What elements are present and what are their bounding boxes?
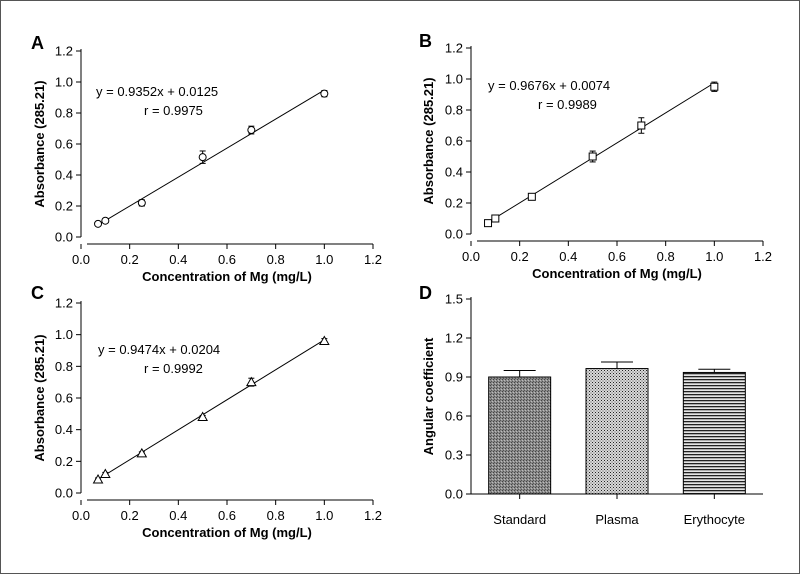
x-tick-label: 1.2 xyxy=(364,508,382,523)
x-tick-label: 0.0 xyxy=(72,508,90,523)
data-point xyxy=(94,219,103,228)
fit-equation: y = 0.9352x + 0.0125 xyxy=(96,84,218,99)
y-tick-label: 0.9 xyxy=(445,370,463,385)
data-point xyxy=(92,474,104,484)
y-tick-label: 0.6 xyxy=(445,134,463,149)
y-tick-label: 0.0 xyxy=(445,227,463,242)
category-label: Erythocyte xyxy=(684,512,745,527)
y-tick-label: 0.6 xyxy=(445,409,463,424)
y-tick-label: 0.6 xyxy=(55,137,73,152)
y-tick-label: 0.0 xyxy=(55,230,73,245)
x-tick-label: 0.4 xyxy=(559,249,577,264)
y-tick-label: 0.4 xyxy=(55,168,73,183)
y-tick-label: 0.0 xyxy=(55,486,73,501)
x-tick-label: 0.4 xyxy=(169,252,187,267)
x-tick-label: 1.0 xyxy=(315,252,333,267)
x-tick-label: 0.6 xyxy=(218,252,236,267)
y-tick-label: 0.8 xyxy=(55,106,73,121)
data-point xyxy=(318,335,330,345)
panel-a: A 0.0 0.2 0.4 0.6 0.8 1.0 1.2 Absorbance (285.21… xyxy=(31,33,382,284)
panel-letter: C xyxy=(31,283,44,303)
panel-b: B 0.0 0.2 0.4 0.6 0.8 1.0 1.2 Absorbance (285.21… xyxy=(419,31,772,281)
panel-letter: A xyxy=(31,33,44,53)
data-point xyxy=(320,89,329,98)
x-tick-label: 0.8 xyxy=(267,508,285,523)
data-point xyxy=(247,126,256,135)
x-tick-label: 0.6 xyxy=(608,249,626,264)
x-axis-title: Concentration of Mg (mg/L) xyxy=(532,266,702,281)
x-tick-label: 1.2 xyxy=(364,252,382,267)
y-tick-label: 1.5 xyxy=(445,292,463,307)
panel-d: D 0.0 0.3 0.6 0.9 1.2 1.5 Angular coefficient St… xyxy=(419,283,763,527)
y-tick-label: 0.8 xyxy=(445,103,463,118)
panel-letter: B xyxy=(419,31,432,51)
x-tick-label: 1.2 xyxy=(754,249,772,264)
data-point xyxy=(99,468,111,478)
panel-c: C 0.0 0.2 0.4 0.6 0.8 1.0 1.2 Absorbance (285.21… xyxy=(31,283,382,540)
y-tick-label: 0.4 xyxy=(445,165,463,180)
x-axis-title: Concentration of Mg (mg/L) xyxy=(142,525,312,540)
y-tick-label: 0.8 xyxy=(55,359,73,374)
x-tick-label: 0.8 xyxy=(657,249,675,264)
x-tick-label: 0.6 xyxy=(218,508,236,523)
bar xyxy=(488,376,552,495)
y-tick-label: 1.2 xyxy=(445,41,463,56)
bar xyxy=(585,368,649,495)
category-label: Plasma xyxy=(595,512,639,527)
y-axis-title: Angular coefficient xyxy=(421,337,436,455)
data-point xyxy=(637,121,646,130)
y-tick-label: 0.0 xyxy=(445,487,463,502)
x-axis-title: Concentration of Mg (mg/L) xyxy=(142,269,312,284)
data-point xyxy=(198,153,207,162)
y-tick-label: 1.0 xyxy=(55,75,73,90)
y-tick-label: 0.4 xyxy=(55,422,73,437)
data-point xyxy=(484,219,493,228)
data-point xyxy=(527,192,536,201)
x-tick-label: 0.4 xyxy=(169,508,187,523)
x-tick-label: 0.8 xyxy=(267,252,285,267)
y-tick-label: 1.2 xyxy=(55,44,73,59)
y-tick-label: 1.0 xyxy=(445,72,463,87)
data-point xyxy=(101,216,110,225)
x-tick-label: 1.0 xyxy=(315,508,333,523)
panel-letter: D xyxy=(419,283,432,303)
regression-line xyxy=(97,339,325,480)
fit-r-value: r = 0.9992 xyxy=(144,361,203,376)
x-tick-label: 0.2 xyxy=(121,252,139,267)
y-tick-label: 0.2 xyxy=(55,199,73,214)
y-axis-title: Absorbance (285.21) xyxy=(32,334,47,461)
x-tick-label: 0.2 xyxy=(511,249,529,264)
x-tick-label: 1.0 xyxy=(705,249,723,264)
y-tick-label: 1.2 xyxy=(445,331,463,346)
fit-r-value: r = 0.9975 xyxy=(144,103,203,118)
y-tick-label: 1.0 xyxy=(55,327,73,342)
data-point xyxy=(491,214,500,223)
data-point xyxy=(245,376,257,387)
regression-line xyxy=(97,89,325,226)
fit-equation: y = 0.9676x + 0.0074 xyxy=(488,78,610,93)
y-tick-label: 0.2 xyxy=(445,196,463,211)
fit-equation: y = 0.9474x + 0.0204 xyxy=(98,342,220,357)
y-tick-label: 0.6 xyxy=(55,391,73,406)
x-tick-label: 0.2 xyxy=(121,508,139,523)
data-point xyxy=(136,447,148,458)
fit-r-value: r = 0.9989 xyxy=(538,97,597,112)
data-point xyxy=(137,198,146,207)
data-point xyxy=(197,411,209,421)
data-point xyxy=(588,152,597,161)
category-label: Standard xyxy=(493,512,546,527)
y-tick-label: 0.2 xyxy=(55,454,73,469)
x-tick-label: 0.0 xyxy=(72,252,90,267)
y-tick-label: 0.3 xyxy=(445,448,463,463)
regression-line xyxy=(487,82,715,223)
x-tick-label: 0.0 xyxy=(462,249,480,264)
bar xyxy=(682,371,746,495)
y-axis-title: Absorbance (285.21) xyxy=(32,80,47,207)
y-axis-title: Absorbance (285.21) xyxy=(421,77,436,204)
data-point xyxy=(710,82,719,91)
y-tick-label: 1.2 xyxy=(55,296,73,311)
